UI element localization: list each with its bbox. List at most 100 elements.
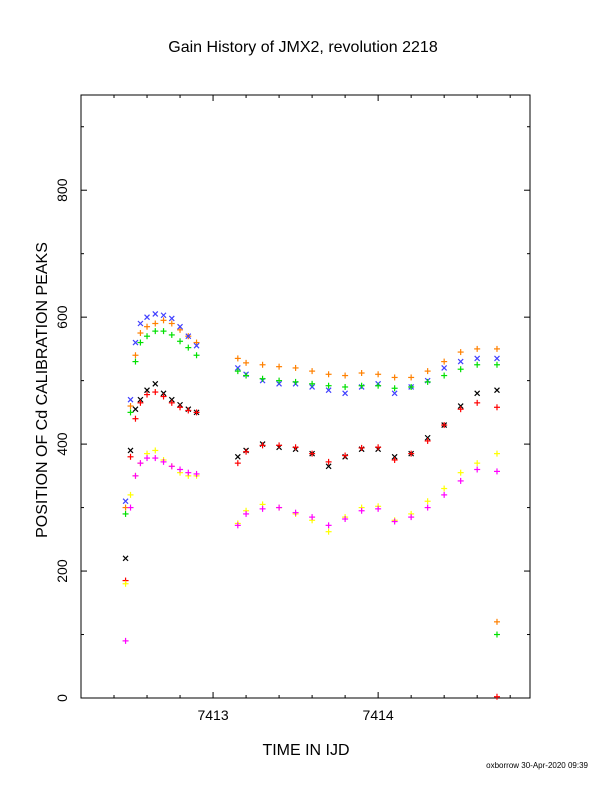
data-point bbox=[259, 375, 266, 382]
data-point bbox=[424, 498, 431, 505]
data-point bbox=[292, 378, 299, 385]
data-point bbox=[424, 437, 431, 444]
data-point bbox=[137, 320, 144, 327]
data-point bbox=[309, 368, 316, 375]
data-point bbox=[160, 393, 167, 400]
data-point bbox=[391, 374, 398, 381]
data-point bbox=[144, 314, 150, 321]
data-point bbox=[160, 390, 167, 397]
data-point bbox=[408, 374, 415, 381]
data-point bbox=[408, 383, 415, 390]
data-point bbox=[457, 477, 464, 484]
data-point bbox=[474, 345, 481, 352]
data-point bbox=[122, 580, 129, 587]
data-point bbox=[234, 355, 241, 362]
data-point bbox=[493, 468, 500, 475]
data-point bbox=[325, 371, 332, 378]
data-point bbox=[493, 345, 500, 352]
data-point bbox=[424, 504, 431, 511]
footer-credit: oxborrow 30-Apr-2020 09:39 bbox=[486, 761, 588, 770]
data-point bbox=[276, 380, 283, 387]
data-point bbox=[342, 390, 349, 397]
data-point bbox=[127, 453, 134, 460]
data-point bbox=[144, 333, 151, 340]
data-point bbox=[494, 355, 500, 362]
data-point bbox=[137, 339, 144, 346]
data-point bbox=[375, 444, 382, 451]
data-point bbox=[457, 358, 464, 365]
data-point bbox=[243, 448, 250, 455]
data-point bbox=[185, 469, 192, 476]
data-point bbox=[185, 407, 192, 414]
data-point bbox=[144, 323, 151, 330]
data-point bbox=[132, 406, 139, 413]
data-point bbox=[168, 399, 175, 406]
data-point bbox=[152, 447, 159, 454]
data-point bbox=[457, 403, 464, 409]
data-point bbox=[474, 460, 481, 467]
data-point bbox=[177, 404, 184, 411]
data-point bbox=[152, 389, 159, 396]
data-point bbox=[292, 364, 299, 371]
data-point bbox=[441, 491, 448, 498]
data-point bbox=[493, 404, 500, 411]
data-point bbox=[457, 366, 464, 373]
data-point bbox=[132, 415, 139, 422]
data-point bbox=[243, 359, 250, 366]
data-point bbox=[325, 528, 332, 535]
data-point bbox=[127, 409, 134, 416]
data-point bbox=[193, 409, 200, 416]
data-point bbox=[234, 365, 241, 371]
data-point bbox=[127, 491, 134, 498]
data-point bbox=[424, 378, 431, 385]
chart-title: Gain History of JMX2, revolution 2218 bbox=[168, 39, 438, 56]
data-point bbox=[457, 349, 464, 356]
data-point bbox=[137, 330, 144, 337]
data-point bbox=[375, 505, 382, 512]
x-tick-label: 7413 bbox=[197, 707, 228, 723]
data-point bbox=[493, 361, 500, 368]
data-point bbox=[292, 509, 299, 516]
data-point bbox=[152, 320, 159, 327]
data-point bbox=[234, 460, 241, 467]
y-tick-label: 800 bbox=[54, 178, 70, 202]
data-point bbox=[234, 453, 241, 460]
data-point bbox=[259, 442, 266, 449]
y-tick-label: 200 bbox=[54, 559, 70, 583]
data-point bbox=[177, 466, 184, 473]
y-axis-label: POSITION OF Cd CALIBRATION PEAKS bbox=[34, 242, 51, 538]
data-point bbox=[276, 377, 283, 384]
plot-frame bbox=[80, 94, 531, 699]
data-point bbox=[193, 470, 200, 477]
data-point bbox=[144, 387, 150, 394]
data-point bbox=[342, 383, 349, 390]
data-point bbox=[493, 693, 500, 700]
data-point bbox=[441, 372, 448, 379]
data-point bbox=[127, 447, 134, 454]
data-point bbox=[127, 396, 134, 403]
x-axis-label: TIME IN IJD bbox=[262, 742, 349, 759]
data-point bbox=[375, 371, 382, 378]
data-point bbox=[168, 320, 175, 327]
data-point bbox=[193, 339, 200, 346]
data-point bbox=[408, 450, 415, 457]
data-point bbox=[160, 317, 167, 324]
data-point bbox=[474, 355, 481, 362]
data-point bbox=[424, 434, 431, 441]
data-point bbox=[127, 504, 134, 511]
data-point bbox=[474, 390, 481, 397]
data-point bbox=[408, 514, 415, 521]
data-point bbox=[342, 516, 349, 523]
data-point bbox=[243, 372, 250, 379]
data-point bbox=[122, 637, 129, 644]
data-point bbox=[160, 328, 167, 335]
data-point bbox=[168, 463, 175, 470]
data-point bbox=[276, 363, 283, 370]
data-point bbox=[342, 372, 349, 379]
y-tick-label: 0 bbox=[54, 694, 70, 702]
data-point bbox=[325, 382, 332, 389]
data-point bbox=[441, 422, 448, 429]
data-point bbox=[391, 390, 398, 397]
data-point bbox=[259, 505, 266, 512]
